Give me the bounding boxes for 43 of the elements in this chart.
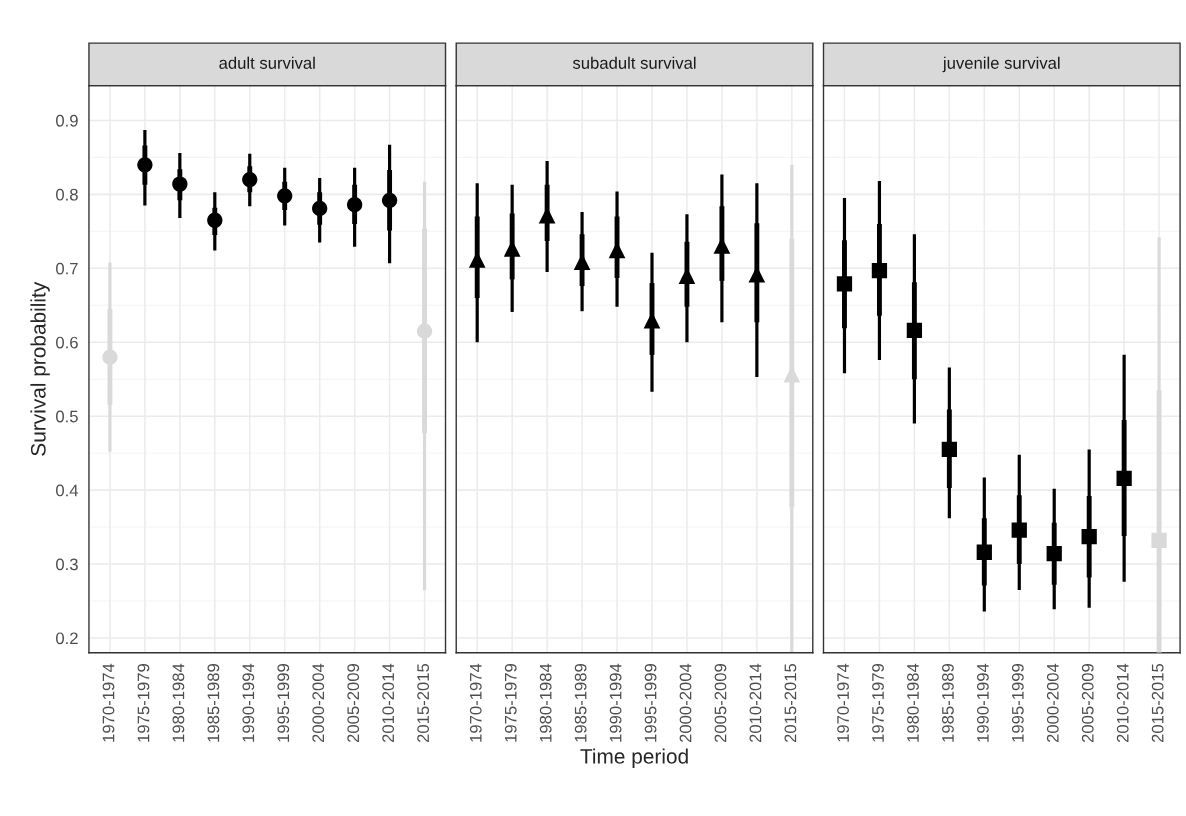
y-tick-label: 0.6: [56, 336, 78, 349]
x-tick-label: 2000-2004: [1046, 663, 1059, 743]
x-tick-label: 2015-2015: [417, 663, 430, 743]
y-tick-label: 0.9: [56, 114, 78, 127]
x-tick-label: 2015-2015: [1151, 663, 1164, 743]
x-tick-label: 1990-1994: [976, 663, 989, 742]
y-axis-title: Survival probability: [30, 281, 50, 456]
x-tick-label: 1980-1984: [172, 663, 185, 742]
x-tick-label: 2005-2009: [1081, 664, 1094, 743]
x-tick-label: 2010-2014: [749, 663, 762, 743]
x-tick-label: 1990-1994: [242, 663, 255, 742]
x-tick-label: 1970-1974: [102, 663, 115, 742]
y-tick-label: 0.5: [56, 410, 78, 423]
y-tick-label: 0.4: [56, 484, 79, 497]
x-tick-label: 1990-1994: [609, 663, 622, 742]
x-tick-label: 1975-1979: [872, 664, 884, 742]
x-tick-label: 2010-2014: [1116, 663, 1129, 743]
chart-title: juvenile survival: [942, 56, 1060, 73]
y-tick-label: 0.8: [56, 188, 78, 201]
y-tick-label: 0.3: [56, 558, 78, 571]
chart-title: subadult survival: [572, 56, 696, 69]
y-tick-label: 0.2: [56, 632, 78, 645]
x-tick-label: 1980-1984: [907, 663, 919, 742]
x-tick-label: 2005-2009: [347, 664, 360, 743]
x-tick-label: 2010-2014: [382, 663, 395, 743]
x-axis-title: Time period: [580, 748, 688, 768]
y-tick-label: 0.7: [56, 262, 78, 275]
x-tick-label: 1970-1974: [469, 663, 482, 742]
x-tick-label: 2000-2004: [312, 663, 325, 743]
x-tick-label: 1995-1999: [1011, 664, 1024, 742]
x-tick-label: 1975-1979: [137, 664, 150, 742]
x-tick-label: 1995-1999: [277, 664, 290, 742]
x-tick-label: 2015-2015: [784, 663, 797, 743]
x-tick-label: 1980-1984: [539, 663, 552, 742]
x-tick-label: 1995-1999: [644, 664, 657, 742]
x-tick-label: 1985-1989: [574, 664, 587, 742]
chart-title: adult survival: [219, 56, 315, 69]
x-tick-label: 1975-1979: [504, 664, 517, 742]
x-tick-label: 1985-1989: [942, 664, 954, 742]
x-tick-label: 1985-1989: [207, 664, 220, 742]
x-tick-label: 2005-2009: [714, 664, 727, 743]
x-tick-label: 1970-1974: [837, 663, 849, 742]
x-tick-label: 2000-2004: [679, 663, 692, 743]
